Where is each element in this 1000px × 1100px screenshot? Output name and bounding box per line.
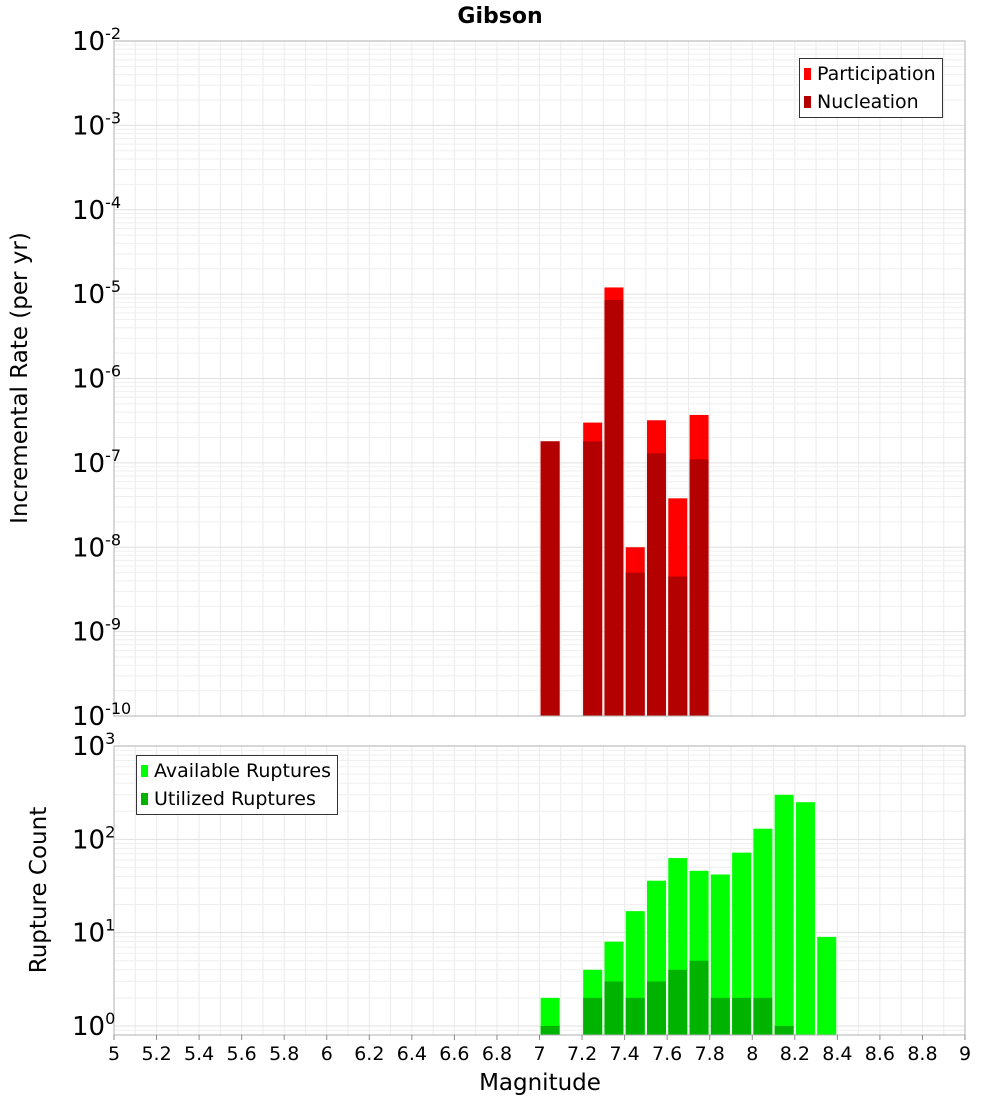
x-tick-label: 8 — [746, 1043, 758, 1065]
utilized-swatch — [141, 793, 148, 805]
chart-title: Gibson — [457, 4, 542, 29]
utilized-ruptures-bar — [625, 997, 645, 1035]
x-tick-label: 7.4 — [609, 1043, 639, 1065]
rate-y-tick-label: 10-10 — [72, 699, 131, 732]
available-ruptures-bar — [753, 828, 773, 1035]
utilized-ruptures-bar — [583, 997, 603, 1035]
count-y-tick-label: 100 — [72, 1009, 115, 1042]
legend-label-nucleation: Nucleation — [817, 91, 919, 113]
legend-label-participation: Participation — [817, 63, 936, 85]
legend-item-participation: Participation — [804, 60, 936, 88]
x-axis-label: Magnitude — [479, 1070, 601, 1096]
x-tick-label: 5.2 — [141, 1043, 171, 1065]
nucleation-bar — [668, 576, 688, 716]
rate-y-axis-label: Incremental Rate (per yr) — [7, 232, 33, 524]
x-tick-label: 8.8 — [907, 1043, 937, 1065]
x-tick-label: 9 — [959, 1043, 971, 1065]
nucleation-bar — [604, 300, 624, 716]
x-tick-label: 8.4 — [822, 1043, 852, 1065]
count-y-tick-label: 103 — [72, 729, 115, 762]
available-swatch — [141, 765, 148, 777]
x-tick-label: 7.8 — [695, 1043, 725, 1065]
available-ruptures-bar — [817, 936, 837, 1035]
legend-item-available: Available Ruptures — [141, 757, 331, 785]
x-tick-label: 5 — [108, 1043, 120, 1065]
count-y-axis-label: Rupture Count — [26, 807, 52, 973]
nucleation-bar — [689, 459, 709, 716]
utilized-ruptures-bar — [753, 997, 773, 1035]
count-legend: Available Ruptures Utilized Ruptures — [136, 755, 338, 815]
available-ruptures-bar — [540, 997, 560, 1035]
nucleation-bar — [540, 441, 560, 716]
utilized-ruptures-bar — [732, 997, 752, 1035]
available-ruptures-bar — [710, 874, 730, 1035]
x-tick-label: 6.4 — [397, 1043, 427, 1065]
rate-y-tick-label: 10-6 — [72, 362, 121, 395]
legend-label-utilized: Utilized Ruptures — [154, 788, 316, 810]
rate-legend: Participation Nucleation — [799, 58, 943, 118]
available-ruptures-bar — [774, 794, 794, 1035]
rate-y-tick-label: 10-7 — [72, 446, 121, 479]
legend-item-utilized: Utilized Ruptures — [141, 785, 331, 813]
rate-y-tick-label: 10-4 — [72, 193, 121, 226]
nucleation-bar — [647, 453, 667, 716]
x-tick-label: 7.6 — [652, 1043, 682, 1065]
x-tick-label: 6.2 — [354, 1043, 384, 1065]
rate-y-tick-label: 10-3 — [72, 108, 121, 141]
utilized-ruptures-bar — [540, 1025, 560, 1035]
count-plot: 100 101 102 103 5 5.2 5.4 5.6 5.8 6 6.2 6.4 6.6 6.8 7… — [26, 729, 971, 1096]
utilized-ruptures-bar — [689, 960, 709, 1035]
rate-y-tick-label: 10-9 — [72, 615, 121, 648]
available-ruptures-bar — [795, 802, 815, 1035]
x-tick-label: 6.6 — [439, 1043, 469, 1065]
x-tick-label: 7 — [533, 1043, 545, 1065]
participation-swatch — [804, 68, 811, 80]
x-tick-label: 5.4 — [184, 1043, 214, 1065]
nucleation-bar — [625, 572, 645, 716]
nucleation-swatch — [804, 96, 811, 108]
legend-item-nucleation: Nucleation — [804, 88, 936, 116]
x-tick-label: 5.8 — [269, 1043, 299, 1065]
rate-y-tick-label: 10-8 — [72, 530, 121, 563]
rate-plot: 10-10 10-9 10-8 10-7 10-6 10-5 10-4 10-3 10-2 In… — [7, 24, 966, 732]
count-y-tick-label: 102 — [72, 822, 115, 855]
x-tick-label: 5.6 — [227, 1043, 257, 1065]
x-tick-label: 8.2 — [780, 1043, 810, 1065]
available-ruptures-bar — [732, 852, 752, 1035]
utilized-ruptures-bar — [774, 1025, 794, 1035]
utilized-ruptures-bar — [647, 981, 667, 1035]
rate-plot-frame — [113, 40, 966, 717]
utilized-ruptures-bar — [604, 981, 624, 1035]
rate-y-tick-label: 10-2 — [72, 24, 121, 57]
utilized-ruptures-bar — [668, 969, 688, 1035]
x-tick-label: 6.8 — [482, 1043, 512, 1065]
nucleation-bar — [583, 441, 603, 716]
rate-y-tick-label: 10-5 — [72, 277, 121, 310]
x-tick-label: 6 — [321, 1043, 333, 1065]
count-y-tick-label: 101 — [72, 916, 115, 949]
legend-label-available: Available Ruptures — [154, 760, 331, 782]
x-tick-label: 8.6 — [865, 1043, 895, 1065]
utilized-ruptures-bar — [710, 997, 730, 1035]
x-tick-label: 7.2 — [567, 1043, 597, 1065]
